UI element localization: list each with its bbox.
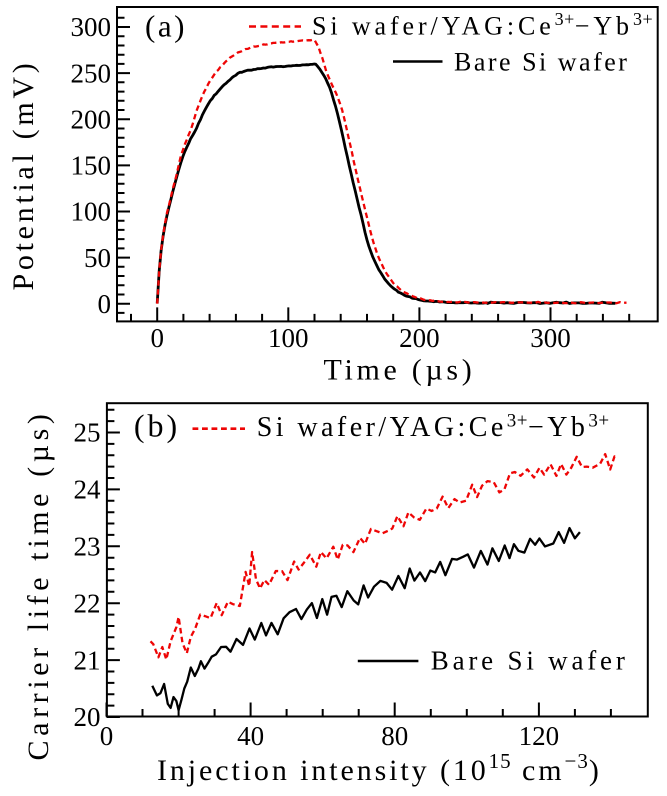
svg-text:100: 100 <box>268 323 309 353</box>
svg-text:Injection intensity (1015 cm−3: Injection intensity (1015 cm−3) <box>157 749 602 787</box>
svg-text:Si wafer/YAG:Ce3+−Yb3+: Si wafer/YAG:Ce3+−Yb3+ <box>257 411 610 444</box>
svg-text:Potential (mV): Potential (mV) <box>7 60 40 291</box>
svg-text:300: 300 <box>71 12 112 42</box>
svg-text:23: 23 <box>74 532 101 562</box>
svg-text:25: 25 <box>74 418 101 448</box>
svg-text:Carrier life time (µs): Carrier life time (µs) <box>22 410 55 761</box>
svg-text:Bare Si wafer: Bare Si wafer <box>454 48 629 77</box>
svg-text:(b): (b) <box>134 408 180 444</box>
svg-text:0: 0 <box>98 289 112 319</box>
svg-text:100: 100 <box>71 197 112 227</box>
svg-text:150: 150 <box>71 151 112 181</box>
svg-text:20: 20 <box>74 702 101 732</box>
svg-text:40: 40 <box>237 721 264 751</box>
svg-text:Si wafer/YAG:Ce3+−Yb3+: Si wafer/YAG:Ce3+−Yb3+ <box>312 9 653 41</box>
svg-text:300: 300 <box>530 323 571 353</box>
svg-text:0: 0 <box>150 323 164 353</box>
svg-text:24: 24 <box>74 475 102 505</box>
svg-text:0: 0 <box>100 721 114 751</box>
svg-text:120: 120 <box>519 721 560 751</box>
svg-text:Time (µs): Time (µs) <box>324 354 476 387</box>
svg-text:Bare Si wafer: Bare Si wafer <box>431 646 629 676</box>
svg-text:80: 80 <box>381 721 408 751</box>
svg-text:(a): (a) <box>145 9 187 44</box>
svg-text:22: 22 <box>74 588 101 618</box>
svg-text:200: 200 <box>71 104 112 134</box>
svg-text:200: 200 <box>399 323 440 353</box>
svg-text:250: 250 <box>71 58 112 88</box>
svg-text:50: 50 <box>84 243 111 273</box>
svg-text:21: 21 <box>74 645 101 675</box>
